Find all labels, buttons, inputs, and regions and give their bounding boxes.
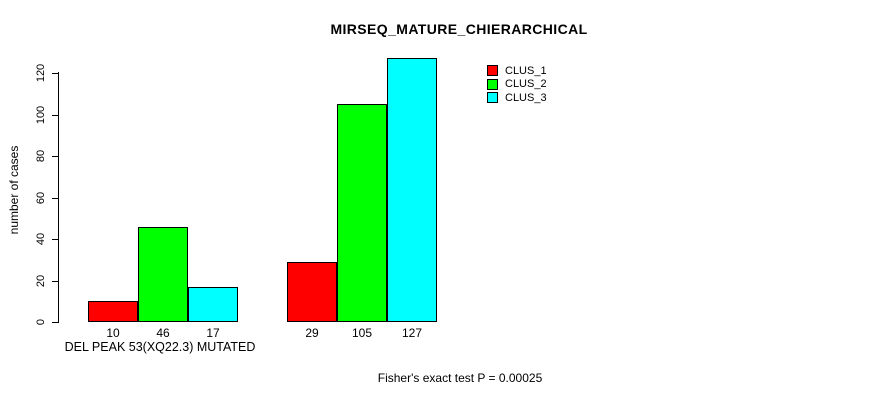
bar-value-label: 127 — [401, 326, 423, 340]
legend-swatch-clus_1 — [487, 65, 498, 77]
y-tick-mark — [52, 156, 59, 157]
bar-clus_1-group1 — [88, 301, 138, 322]
y-tick-label: 0 — [35, 318, 47, 326]
legend-label: CLUS_2 — [505, 78, 547, 91]
bar-value-label: 105 — [351, 326, 373, 340]
bar-clus_2-group2 — [337, 104, 387, 322]
legend-swatch-clus_3 — [487, 92, 498, 104]
y-tick-label: 120 — [35, 63, 47, 83]
y-tick-label: 60 — [35, 191, 47, 204]
bar-clus_3-group2 — [387, 58, 437, 322]
legend-label: CLUS_1 — [505, 64, 547, 77]
y-tick-mark — [52, 322, 59, 323]
y-tick-mark — [52, 197, 59, 199]
legend-row-clus_1: CLUS_1 — [487, 64, 547, 78]
legend: CLUS_1 CLUS_2 CLUS_3 — [487, 64, 547, 105]
y-tick-label: 40 — [35, 232, 47, 246]
y-tick-mark — [52, 280, 59, 282]
bar-value-label: 10 — [106, 326, 120, 340]
bar-clus_3-group1 — [188, 287, 238, 322]
bar-value-label: 17 — [206, 326, 220, 340]
legend-swatch-clus_2 — [487, 78, 498, 90]
y-tick-mark — [52, 73, 59, 74]
legend-row-clus_3: CLUS_3 — [487, 91, 547, 105]
y-axis-title: number of cases — [7, 145, 21, 235]
y-tick-mark — [52, 114, 59, 116]
y-tick-label: 100 — [35, 105, 47, 124]
legend-label: CLUS_3 — [505, 91, 547, 104]
bar-value-label: 29 — [305, 326, 319, 340]
bar-clus_2-group1 — [138, 227, 188, 322]
y-tick-label: 80 — [35, 149, 47, 163]
x-axis-title: DEL PEAK 53(XQ22.3) MUTATED — [64, 340, 256, 354]
legend-row-clus_2: CLUS_2 — [487, 78, 547, 92]
y-tick-mark — [52, 239, 59, 240]
y-tick-label: 20 — [35, 274, 47, 287]
bar-value-label: 46 — [156, 326, 170, 340]
pvalue-annotation: Fisher's exact test P = 0.00025 — [377, 371, 543, 385]
bar-clus_1-group2 — [287, 262, 337, 322]
chart-title: MIRSEQ_MATURE_CHIERARCHICAL — [330, 21, 588, 37]
